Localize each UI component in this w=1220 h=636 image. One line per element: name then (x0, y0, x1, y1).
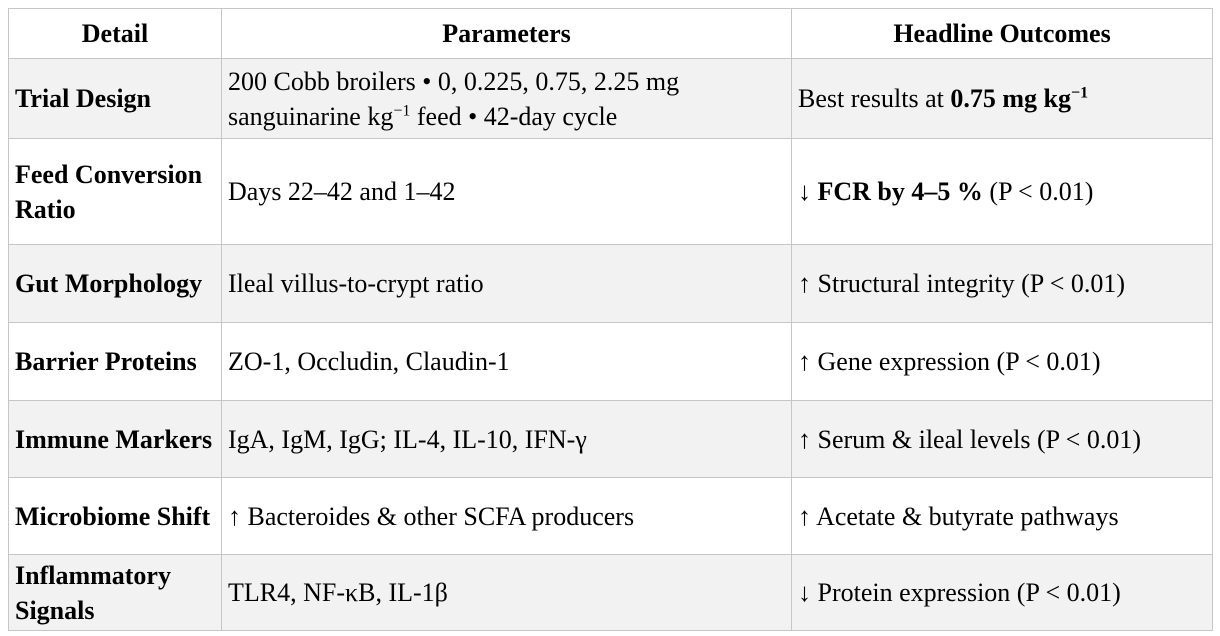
superscript: −1 (393, 101, 411, 119)
parameters-cell: Ileal villus-to-crypt ratio (221, 244, 792, 323)
table-row: Feed Conversion Ratio Days 22–42 and 1–4… (8, 138, 1213, 245)
parameters-cell: TLR4, NF-κB, IL-1β (221, 554, 792, 631)
parameters-text: 200 Cobb broilers • 0, 0.225, 0.75, 2.25… (228, 66, 680, 96)
parameters-cell: ZO-1, Occludin, Claudin-1 (221, 322, 792, 401)
outcome-cell: ↑ Structural integrity (P < 0.01) (791, 244, 1213, 323)
outcome-cell: ↓ FCR by 4–5 % (P < 0.01) (791, 138, 1213, 245)
outcome-cell: ↑ Gene expression (P < 0.01) (791, 322, 1213, 401)
parameters-text: sanguinarine kg (228, 101, 394, 131)
header-outcomes: Headline Outcomes (791, 8, 1213, 59)
parameters-text: feed • 42-day cycle (410, 101, 618, 131)
parameters-cell: 200 Cobb broilers • 0, 0.225, 0.75, 2.25… (221, 58, 792, 139)
outcome-emphasis: 0.75 mg kg (950, 84, 1071, 113)
outcome-cell: ↑ Acetate & butyrate pathways (791, 477, 1213, 555)
detail-cell: Barrier Proteins (8, 322, 222, 401)
outcome-cell: ↓ Protein expression (P < 0.01) (791, 554, 1213, 631)
table-row: Barrier Proteins ZO-1, Occludin, Claudin… (8, 322, 1213, 401)
outcome-cell: ↑ Serum & ileal levels (P < 0.01) (791, 400, 1213, 478)
detail-cell: Feed Conversion Ratio (8, 138, 222, 245)
table-row: Immune Markers IgA, IgM, IgG; IL-4, IL-1… (8, 400, 1213, 478)
header-detail: Detail (8, 8, 222, 59)
outcome-text: Best results at (798, 84, 951, 113)
outcome-emphasis: FCR by 4–5 % (817, 177, 983, 206)
detail-cell: Gut Morphology (8, 244, 222, 323)
outcome-text: ↓ (798, 177, 818, 206)
table-row: Microbiome Shift ↑ Bacteroides & other S… (8, 477, 1213, 555)
summary-table: Detail Parameters Headline Outcomes Tria… (8, 8, 1213, 631)
detail-cell: Trial Design (8, 58, 222, 139)
detail-cell: Immune Markers (8, 400, 222, 478)
parameters-cell: ↑ Bacteroides & other SCFA producers (221, 477, 792, 555)
header-parameters: Parameters (221, 8, 792, 59)
table-row: Trial Design 200 Cobb broilers • 0, 0.22… (8, 58, 1213, 139)
superscript: −1 (1071, 84, 1089, 102)
outcome-text: (P < 0.01) (982, 177, 1094, 206)
outcome-cell: Best results at 0.75 mg kg−1 (791, 58, 1213, 139)
parameters-cell: IgA, IgM, IgG; IL-4, IL-10, IFN-γ (221, 400, 792, 478)
detail-cell: Microbiome Shift (8, 477, 222, 555)
detail-cell: Inflammatory Signals (8, 554, 222, 631)
parameters-cell: Days 22–42 and 1–42 (221, 138, 792, 245)
header-row: Detail Parameters Headline Outcomes (8, 8, 1213, 59)
table-row: Gut Morphology Ileal villus-to-crypt rat… (8, 244, 1213, 323)
table-row: Inflammatory Signals TLR4, NF-κB, IL-1β … (8, 554, 1213, 631)
